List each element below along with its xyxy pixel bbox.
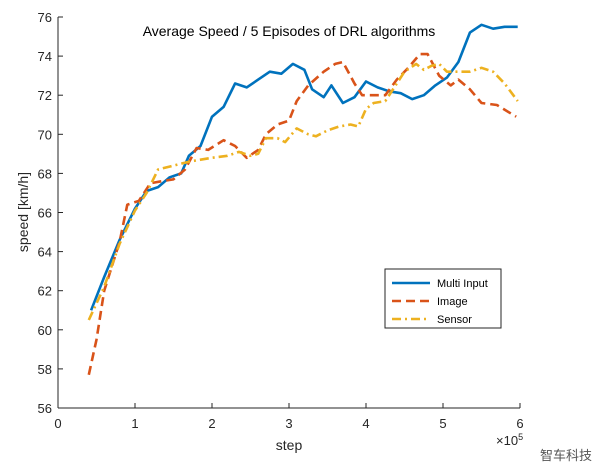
x-tick-label: 5 — [439, 416, 446, 431]
y-tick-label: 76 — [38, 10, 52, 25]
x-axis-label: step — [276, 437, 303, 453]
series-line-multi-input — [89, 23, 518, 311]
y-tick-label: 62 — [38, 284, 52, 299]
legend: Multi Input Image Sensor — [384, 268, 502, 329]
x-exponent-base: ×10 — [496, 433, 518, 448]
x-tick-label: 6 — [516, 416, 523, 431]
y-tick-label: 68 — [38, 166, 52, 181]
x-exponent: ×105 — [496, 432, 523, 448]
x-tick-label: 2 — [208, 416, 215, 431]
legend-label: Sensor — [437, 314, 472, 326]
x-tick-label: 3 — [285, 416, 292, 431]
x-tick-label: 4 — [362, 416, 369, 431]
y-tick-label: 60 — [38, 323, 52, 338]
y-tick-label: 66 — [38, 206, 52, 221]
y-tick-label: 72 — [38, 88, 52, 103]
watermark: 智车科技 — [540, 448, 592, 463]
legend-label: Multi Input — [437, 278, 488, 290]
y-axis-label: speed [km/h] — [15, 172, 31, 252]
y-tick-label: 56 — [38, 401, 52, 416]
x-tick-label: 0 — [54, 416, 61, 431]
chart-title: Average Speed / 5 Episodes of DRL algori… — [143, 23, 436, 39]
legend-label: Image — [437, 296, 468, 308]
x-exponent-power: 5 — [518, 432, 523, 442]
y-tick-label: 64 — [38, 245, 52, 260]
y-tick-label: 58 — [38, 362, 52, 377]
y-tick-label: 74 — [38, 49, 52, 64]
y-tick-label: 70 — [38, 127, 52, 142]
legend-box — [384, 268, 502, 329]
x-tick-label: 1 — [131, 416, 138, 431]
series-line-image — [87, 52, 517, 376]
